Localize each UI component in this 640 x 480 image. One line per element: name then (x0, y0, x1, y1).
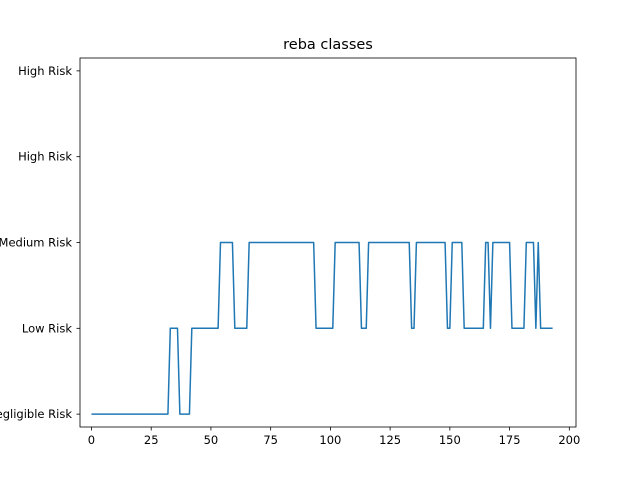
x-tick-label: 150 (439, 433, 461, 447)
y-tick-label: High Risk (18, 64, 72, 78)
x-tick-label: 25 (144, 433, 159, 447)
x-tick-label: 200 (558, 433, 580, 447)
series-line-0 (91, 241, 553, 415)
y-tick-label: Low Risk (22, 321, 72, 335)
series-layer (91, 241, 553, 415)
x-tick-label: 125 (379, 433, 401, 447)
y-tick-label: Negligible Risk (0, 407, 72, 421)
axes-layer: 0 25 50 75 100 125 150 175 200 Negligible Risk Low… (0, 57, 580, 447)
y-tick-label: Medium Risk (0, 236, 72, 250)
chart-title: reba classes (283, 37, 373, 53)
x-tick-label: 100 (319, 433, 341, 447)
x-tick-label: 75 (263, 433, 278, 447)
x-tick-label: 0 (88, 433, 95, 447)
y-tick-label: High Risk (18, 150, 72, 164)
x-tick-label: 50 (204, 433, 219, 447)
x-tick-label: 175 (499, 433, 521, 447)
